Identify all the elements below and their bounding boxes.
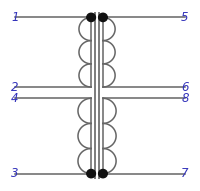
Circle shape [87, 169, 95, 178]
Circle shape [87, 13, 95, 22]
Circle shape [99, 169, 107, 178]
Text: 4: 4 [11, 92, 19, 105]
Text: 7: 7 [181, 167, 189, 180]
Text: 2: 2 [11, 81, 19, 94]
Text: 1: 1 [11, 11, 19, 24]
Text: 5: 5 [181, 11, 189, 24]
Text: 3: 3 [11, 167, 19, 180]
Text: 6: 6 [181, 81, 189, 94]
Circle shape [99, 13, 107, 22]
Text: 8: 8 [181, 92, 189, 105]
